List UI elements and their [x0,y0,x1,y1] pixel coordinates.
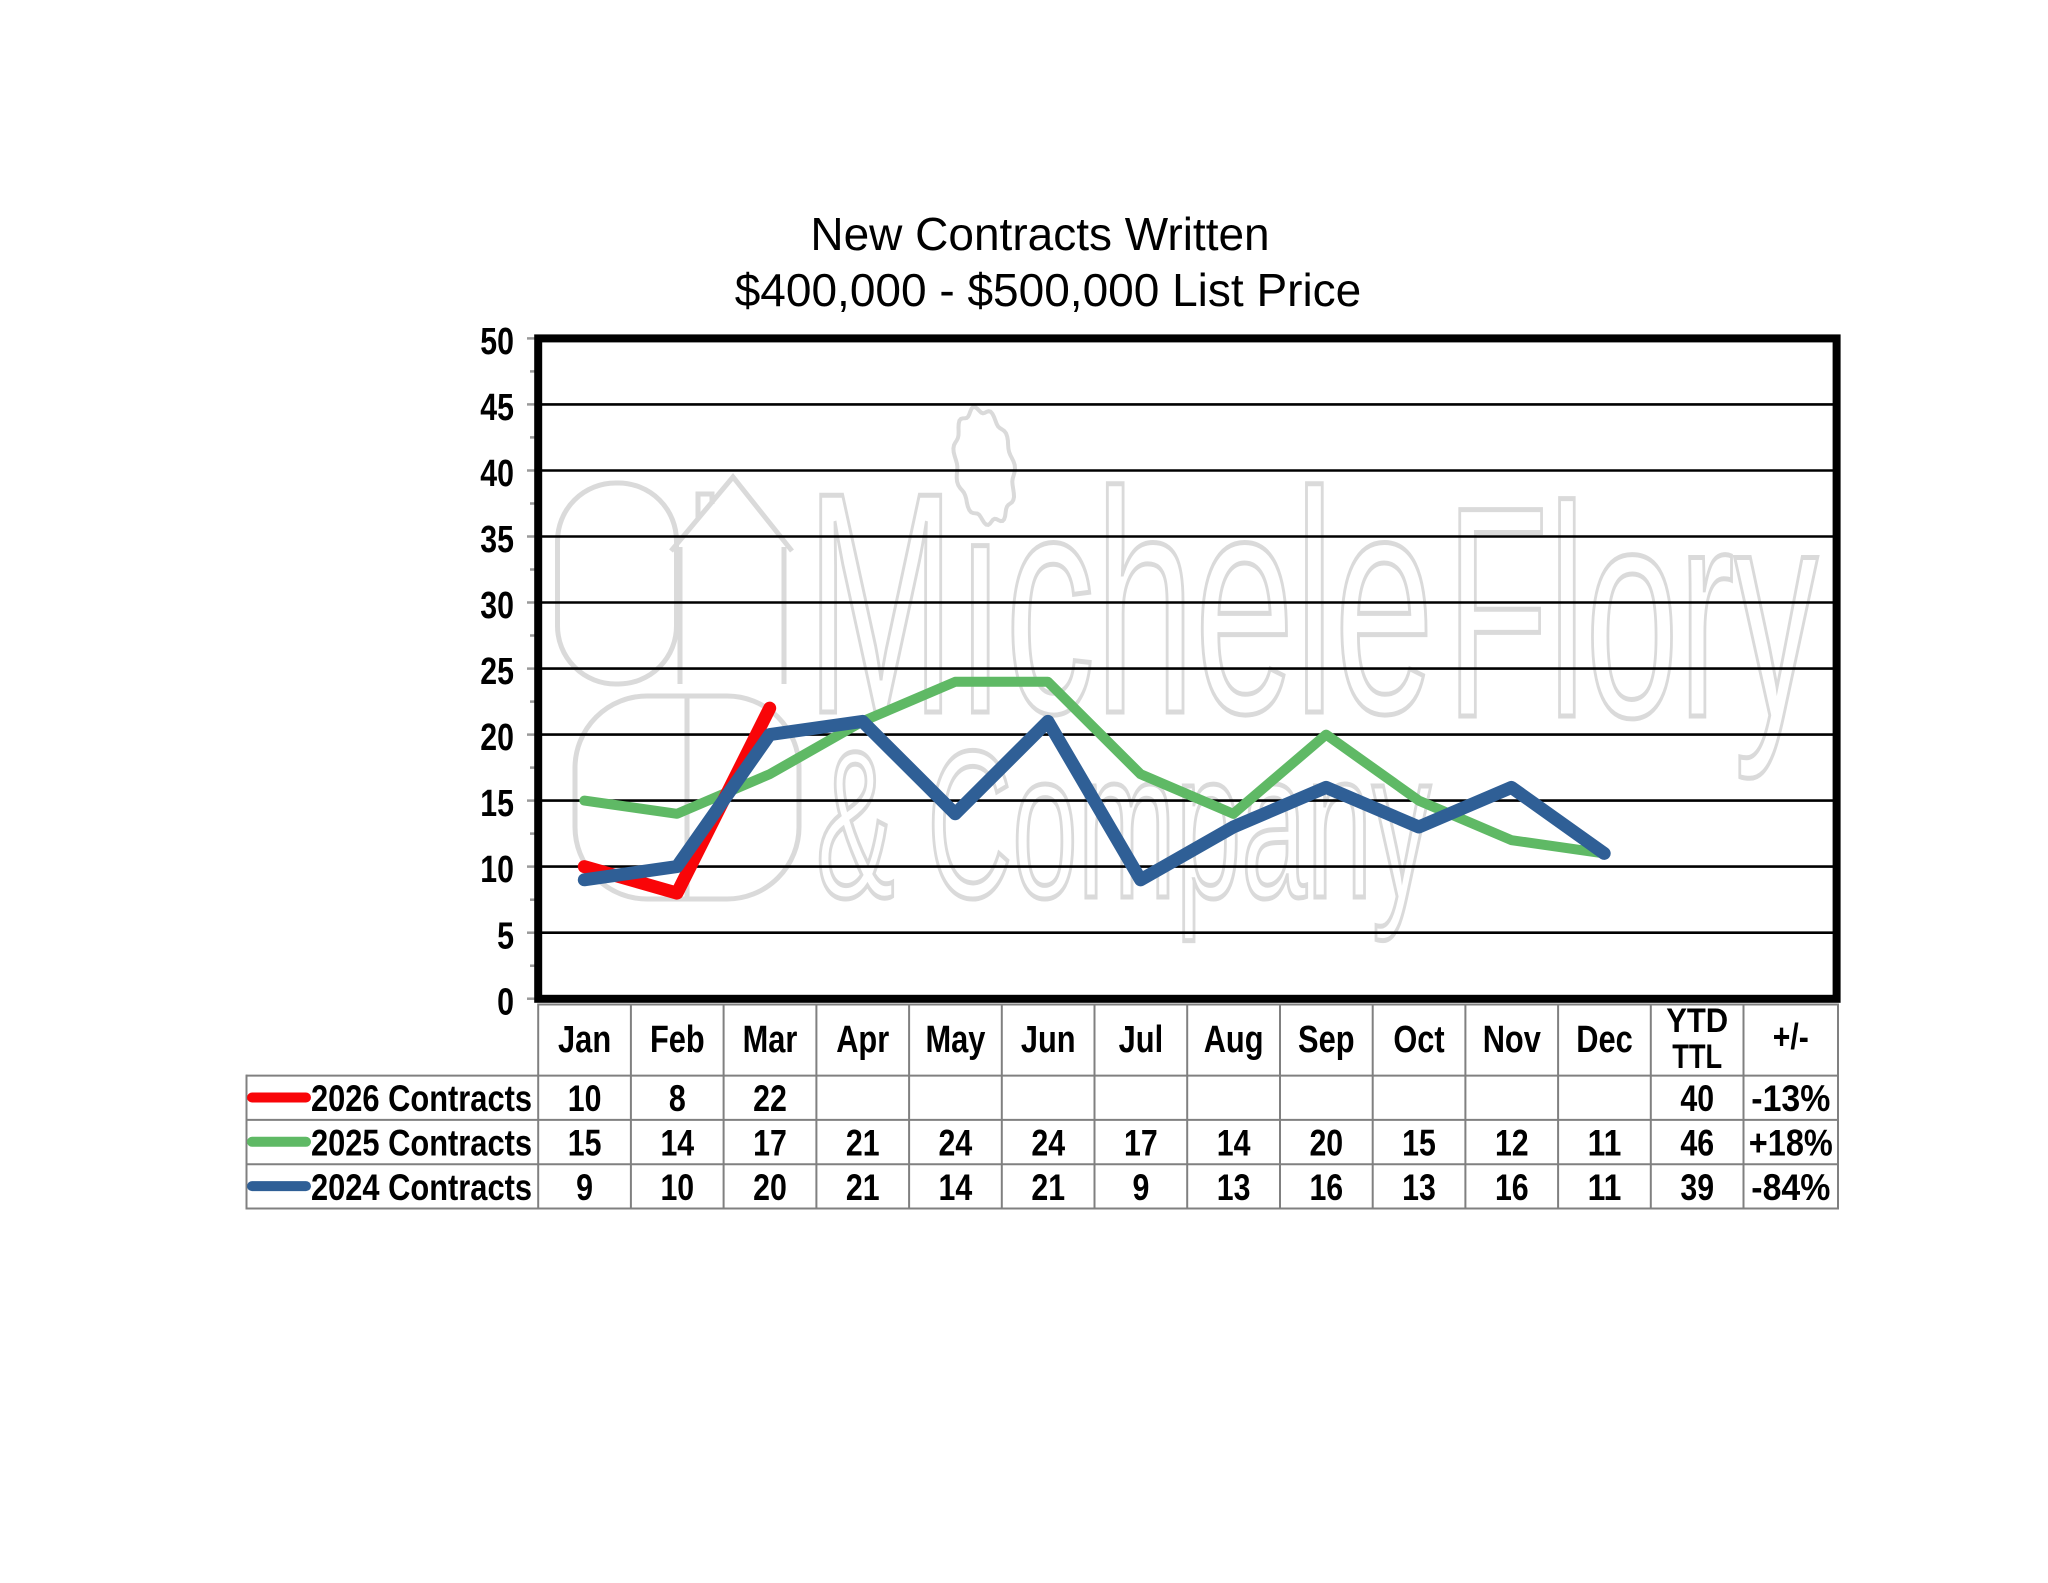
svg-text:24: 24 [939,1123,973,1164]
svg-text:10: 10 [568,1078,602,1119]
svg-text:22: 22 [753,1078,787,1119]
svg-text:14: 14 [1217,1123,1251,1164]
svg-text:Feb: Feb [650,1019,705,1061]
svg-text:Dec: Dec [1576,1019,1633,1061]
svg-text:9: 9 [1132,1167,1149,1208]
svg-text:2026 Contracts: 2026 Contracts [311,1078,532,1119]
svg-text:YTD: YTD [1666,1002,1728,1040]
svg-text:2024 Contracts: 2024 Contracts [311,1167,532,1208]
svg-text:15: 15 [568,1123,602,1164]
svg-text:39: 39 [1680,1167,1714,1208]
svg-text:New Contracts Written: New Contracts Written [810,208,1269,260]
svg-text:-84%: -84% [1751,1167,1830,1208]
svg-text:17: 17 [753,1123,787,1164]
svg-text:Jan: Jan [558,1019,611,1061]
svg-text:Oct: Oct [1393,1019,1445,1061]
svg-text:20: 20 [1309,1123,1343,1164]
svg-text:8: 8 [669,1078,686,1119]
svg-text:13: 13 [1217,1167,1251,1208]
svg-text:10: 10 [660,1167,694,1208]
svg-text:Flory: Flory [1446,444,1818,782]
svg-text:24: 24 [1031,1123,1065,1164]
svg-text:Sep: Sep [1298,1019,1355,1061]
svg-text:$400,000 - $500,000 List Price: $400,000 - $500,000 List Price [735,264,1362,316]
svg-text:0: 0 [497,981,514,1023]
svg-text:20: 20 [480,717,514,759]
svg-text:20: 20 [753,1167,787,1208]
svg-text:16: 16 [1309,1167,1343,1208]
svg-text:12: 12 [1495,1123,1529,1164]
svg-text:46: 46 [1680,1123,1714,1164]
svg-text:21: 21 [846,1123,880,1164]
svg-text:10: 10 [480,849,514,891]
svg-text:25: 25 [480,651,514,693]
svg-text:30: 30 [480,585,514,627]
svg-text:17: 17 [1124,1123,1158,1164]
svg-text:50: 50 [480,321,514,363]
svg-text:11: 11 [1588,1167,1622,1208]
svg-text:40: 40 [1680,1078,1714,1119]
svg-text:40: 40 [480,453,514,495]
svg-text:15: 15 [480,783,514,825]
svg-text:14: 14 [660,1123,694,1164]
svg-text:TTL: TTL [1672,1038,1722,1076]
svg-text:21: 21 [1031,1167,1065,1208]
svg-text:13: 13 [1402,1167,1436,1208]
svg-text:21: 21 [846,1167,880,1208]
svg-text:Nov: Nov [1483,1019,1541,1061]
svg-text:-13%: -13% [1751,1078,1830,1119]
svg-text:Aug: Aug [1204,1019,1264,1061]
svg-text:16: 16 [1495,1167,1529,1208]
svg-text:+18%: +18% [1749,1123,1833,1164]
svg-text:14: 14 [939,1167,973,1208]
svg-text:Jun: Jun [1021,1019,1076,1061]
svg-text:35: 35 [480,519,514,561]
svg-text:& Company: & Company [816,707,1431,942]
svg-text:2025 Contracts: 2025 Contracts [311,1123,532,1164]
svg-text:+/-: +/- [1773,1016,1809,1057]
svg-text:9: 9 [576,1167,593,1208]
svg-text:5: 5 [497,915,514,957]
svg-text:Jul: Jul [1119,1019,1164,1061]
svg-text:May: May [925,1019,985,1061]
svg-text:Mar: Mar [743,1019,798,1061]
svg-text:45: 45 [480,387,514,429]
svg-text:15: 15 [1402,1123,1436,1164]
svg-text:Apr: Apr [836,1019,889,1061]
svg-text:11: 11 [1588,1123,1622,1164]
